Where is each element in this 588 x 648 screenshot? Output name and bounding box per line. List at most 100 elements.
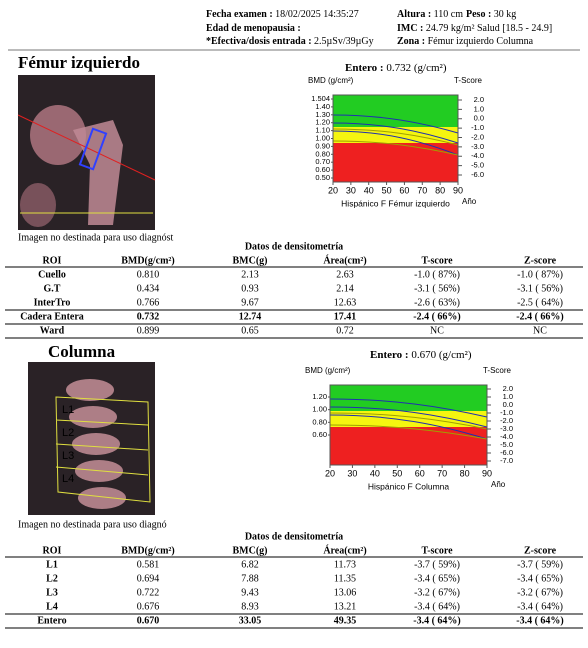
vertebra-label: L2	[62, 427, 74, 439]
table-cell: 13.21	[334, 601, 357, 612]
table-cell: 9.67	[241, 297, 259, 308]
t-axis-title: T-Score	[454, 76, 483, 85]
t-tick-label: -4.0	[500, 432, 513, 441]
x-tick-label: 90	[453, 185, 463, 195]
y-tick-label: 1.20	[312, 392, 327, 401]
section-title: Columna	[48, 342, 116, 361]
reference-curve	[329, 424, 488, 440]
table-cell: -3.1 ( 56%)	[414, 283, 460, 294]
reference-curve	[329, 398, 488, 418]
table-cell: 12.63	[334, 297, 357, 308]
y-tick-label: 0.80	[315, 149, 330, 158]
x-tick-label: 40	[370, 468, 380, 478]
x-tick-label: 20	[325, 468, 335, 478]
y-tick-label: 0.60	[315, 165, 330, 174]
field: Altura : 110 cm	[397, 9, 463, 20]
table-cell: Cadera Entera	[20, 311, 84, 322]
t-axis-title: T-Score	[483, 366, 512, 375]
column-header: ROI	[43, 545, 62, 556]
x-axis-title: Hispánico F Fémur izquierdo	[341, 198, 450, 208]
t-tick-label: 1.0	[474, 104, 484, 113]
t-tick-label: -4.0	[471, 151, 484, 160]
table-cell: 0.434	[137, 283, 160, 294]
table-cell: L3	[46, 587, 58, 598]
x-tick-label: 70	[417, 185, 427, 195]
reference-curve	[332, 114, 459, 134]
y-tick-label: 0.60	[312, 430, 327, 439]
table-cell: 0.722	[137, 587, 160, 598]
table-cell: L2	[46, 573, 58, 584]
t-tick-label: -5.0	[500, 440, 513, 449]
table-cell: -3.1 ( 56%)	[517, 283, 563, 294]
table-cell: -3.2 ( 67%)	[414, 587, 460, 598]
vertebra	[69, 406, 117, 428]
field-value: 2.5µSv/39µGy	[314, 36, 374, 47]
field-label: Fecha examen :	[206, 9, 273, 20]
table-cell: 0.72	[336, 325, 354, 336]
section-title: Fémur izquierdo	[18, 53, 140, 72]
table-cell: 0.899	[137, 325, 160, 336]
reference-curve	[329, 412, 488, 430]
table-cell: InterTro	[34, 297, 71, 308]
field-value: 30 kg	[494, 9, 517, 20]
table-cell: Entero	[37, 615, 66, 626]
table-cell: 0.581	[137, 559, 160, 570]
zone-osteopenia	[330, 411, 487, 427]
table-cell: 0.694	[137, 573, 160, 584]
image-caption: Imagen no destinada para uso diagnó	[18, 519, 167, 530]
y-tick-label: 1.30	[315, 110, 330, 119]
t-tick-label: -6.0	[500, 448, 513, 457]
table-cell: -3.4 ( 64%)	[516, 615, 564, 626]
y-tick-label: 1.504	[311, 94, 330, 103]
field: IMC : 24.79 kg/m² Salud [18.5 - 24.9]	[397, 23, 552, 34]
column-header: T-score	[421, 255, 453, 266]
x-tick-label: 30	[347, 468, 357, 478]
table-cell: 0.65	[241, 325, 259, 336]
y-tick-label: 1.20	[315, 118, 330, 127]
field-label: Entero :	[345, 62, 384, 74]
zone-osteoporosis	[330, 427, 487, 465]
table-cell: 2.13	[241, 269, 259, 280]
table-cell: 2.63	[336, 269, 354, 280]
zone-osteoporosis	[333, 143, 458, 182]
t-tick-label: 0.0	[474, 114, 484, 123]
x-tick-label: 80	[460, 468, 470, 478]
field-value: 0.670 (g/cm²)	[411, 349, 471, 361]
plot-frame	[329, 384, 488, 466]
t-tick-label: -1.0	[500, 408, 513, 417]
column-header: BMC(g)	[233, 255, 268, 266]
field-value: Fémur izquierdo Columna	[428, 36, 534, 47]
t-tick-label: 2.0	[474, 95, 484, 104]
table-cell: 9.43	[241, 587, 259, 598]
y-tick-label: 1.00	[315, 133, 330, 142]
table-cell: G.T	[44, 283, 61, 294]
vertebra-label: L1	[62, 404, 74, 416]
roi-box	[78, 127, 108, 171]
y-axis-title: BMD (g/cm²)	[308, 76, 354, 85]
bone	[20, 183, 56, 227]
table-cell: 49.35	[334, 615, 357, 626]
t-tick-label: 2.0	[503, 384, 513, 393]
field: Entero : 0.732 (g/cm²)	[345, 62, 447, 74]
table-cell: -3.4 ( 65%)	[414, 573, 460, 584]
table-cell: -3.7 ( 59%)	[517, 559, 563, 570]
table-cell: -3.4 ( 65%)	[517, 573, 563, 584]
table-cell: 11.73	[334, 559, 356, 570]
t-tick-label: -3.0	[500, 424, 513, 433]
y-tick-label: 1.10	[315, 126, 330, 135]
vertebra	[78, 487, 126, 509]
x-tick-label: 60	[415, 468, 425, 478]
table-cell: NC	[533, 325, 547, 336]
table-title: Datos de densitometría	[245, 241, 343, 252]
table-cell: 13.06	[334, 587, 357, 598]
table-cell: NC	[430, 325, 444, 336]
field-label: *Efectiva/dosis entrada :	[206, 36, 312, 47]
vertebra-label: L4	[62, 473, 74, 485]
table-cell: 7.88	[241, 573, 259, 584]
field: *Efectiva/dosis entrada : 2.5µSv/39µGy	[206, 36, 374, 47]
table-cell: -1.0 ( 87%)	[414, 269, 460, 280]
table-cell: 8.93	[241, 601, 259, 612]
x-tick-label: 60	[399, 185, 409, 195]
column-header: Área(cm²)	[323, 254, 366, 266]
x-tick-label: 80	[435, 185, 445, 195]
